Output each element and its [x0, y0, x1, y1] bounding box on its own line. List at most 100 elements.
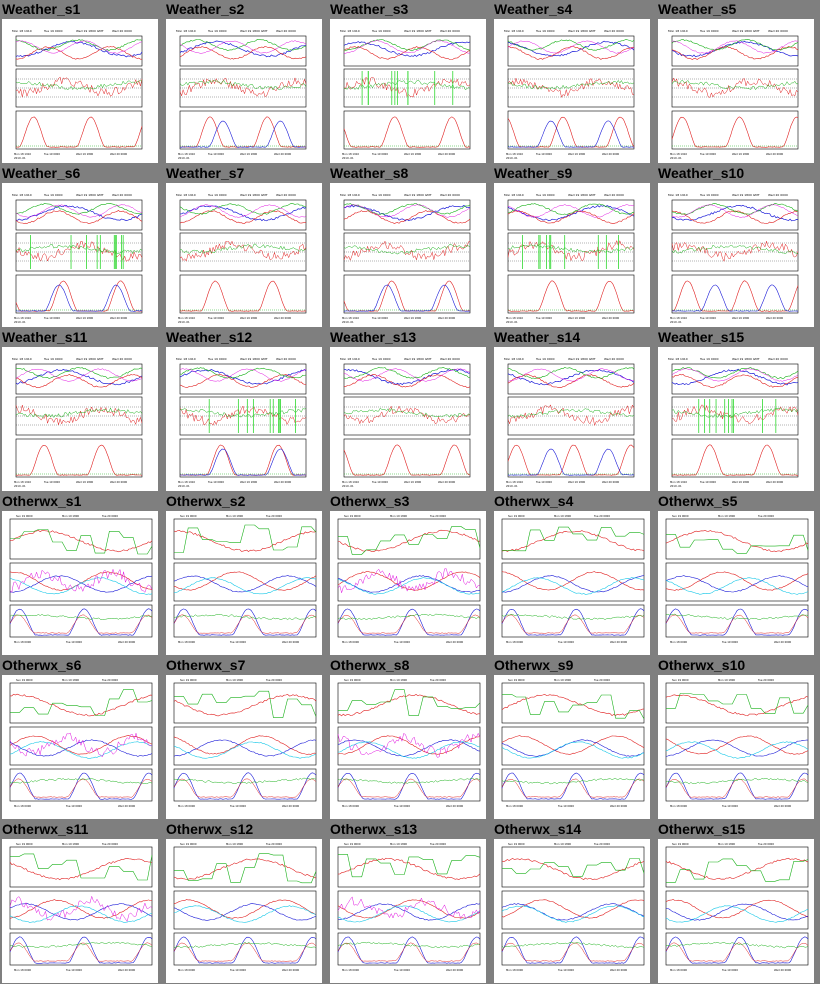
thumbnail-title[interactable]: Weather_s9: [494, 165, 573, 181]
panel-flux: [665, 768, 809, 802]
thumbnail-image[interactable]: Mon 18 1910 Tue 19 0000 Wed 19 1800 GMT Wed…: [494, 347, 650, 491]
thumbnail-image[interactable]: Sun 19 0000 Mon 19 1800 Tue 20 0000 Mon 18 …: [658, 839, 814, 983]
header-time-label: Tue 19 0000: [371, 29, 391, 33]
humidity-line: [507, 204, 635, 218]
thumbnail-title[interactable]: Otherwx_s6: [2, 657, 82, 673]
thumbnail-image[interactable]: Sun 19 0000 Mon 19 1800 Tue 20 0000 Mon 18 …: [330, 675, 486, 819]
air-temp-line: [337, 735, 481, 755]
thumbnail-image[interactable]: Sun 19 0000 Mon 19 1800 Tue 20 0000 Mon 18 …: [330, 511, 486, 655]
thumbnail-image[interactable]: Mon 18 1910 Tue 19 0000 Wed 19 1800 GMT Wed…: [494, 183, 650, 327]
thumbnail-title[interactable]: Otherwx_s15: [658, 821, 746, 837]
footer-time-label: Mon 18 0000: [178, 640, 195, 644]
thumbnail-image[interactable]: Sun 19 0000 Mon 19 1800 Tue 20 0000 Mon 18 …: [2, 511, 158, 655]
footer-time-label: Tue 19 0000: [722, 804, 738, 808]
surface-temp-line: [501, 905, 645, 923]
thumbnail-title[interactable]: Weather_s14: [494, 329, 581, 345]
thumbnail-title[interactable]: Otherwx_s3: [330, 493, 410, 509]
footer-time-label: Wed 19 1800: [76, 152, 94, 156]
thumbnail-image[interactable]: Sun 19 0000 Mon 19 1800 Tue 20 0000 Mon 18 …: [658, 675, 814, 819]
thumbnail-image[interactable]: Sun 19 0000 Mon 19 1800 Tue 20 0000 Mon 18 …: [494, 511, 650, 655]
thumbnail-title[interactable]: Weather_s13: [330, 329, 417, 345]
flux-secondary-line: [173, 614, 317, 634]
header-time-label: Mon 19 1800: [554, 678, 571, 682]
panel-radiation: [671, 110, 799, 150]
plot-thumbnail: Sun 19 0000 Mon 19 1800 Tue 20 0000 Mon 18 …: [337, 678, 481, 808]
thumbnail-image[interactable]: Sun 19 0000 Mon 19 1800 Tue 20 0000 Mon 18 …: [166, 511, 322, 655]
thumbnail-title[interactable]: Weather_s5: [658, 1, 737, 17]
thumbnail-title[interactable]: Weather_s12: [166, 329, 253, 345]
thumbnail-image[interactable]: Sun 19 0000 Mon 19 1800 Tue 20 0000 Mon 18 …: [2, 839, 158, 983]
thumbnail-image[interactable]: Sun 19 0000 Mon 19 1800 Tue 20 0000 Mon 18 …: [166, 839, 322, 983]
thumbnail-image[interactable]: Mon 18 1910 Tue 19 0000 Wed 19 1800 GMT Wed…: [658, 347, 814, 491]
thumbnail-title[interactable]: Otherwx_s4: [494, 493, 574, 509]
thumbnail-image[interactable]: Mon 18 1910 Tue 19 0000 Wed 19 1800 GMT Wed…: [494, 19, 650, 163]
thumbnail-title[interactable]: Weather_s2: [166, 1, 245, 17]
thumbnail-image[interactable]: Sun 19 0000 Mon 19 1800 Tue 20 0000 Mon 18 …: [494, 675, 650, 819]
thumbnail-title[interactable]: Weather_s4: [494, 1, 573, 17]
thumbnail-image[interactable]: Sun 19 0000 Mon 19 1800 Tue 20 0000 Mon 18 …: [494, 839, 650, 983]
thumbnail-title[interactable]: Weather_s8: [330, 165, 409, 181]
thumbnail-title[interactable]: Otherwx_s1: [2, 493, 82, 509]
thumbnail-title[interactable]: Weather_s1: [2, 1, 81, 17]
footer-time-label: Mon 18 0000: [506, 968, 523, 972]
flux-secondary-line: [665, 942, 809, 962]
thumbnail-image[interactable]: Mon 18 1910 Tue 19 0000 Wed 19 1800 GMT Wed…: [2, 347, 158, 491]
plot-thumbnail: Mon 18 1910 Tue 19 0000 Wed 19 1800 GMT Wed…: [504, 29, 635, 160]
thumbnail-image[interactable]: Sun 19 0000 Mon 19 1800 Tue 20 0000 Mon 18 …: [2, 675, 158, 819]
header-time-label: Sun 19 0000: [344, 842, 361, 846]
thumbnail-image[interactable]: Mon 18 1910 Tue 19 0000 Wed 19 1800 GMT Wed…: [330, 19, 486, 163]
thumbnail-image[interactable]: Mon 18 1910 Tue 19 0000 Wed 19 1800 GMT Wed…: [2, 19, 158, 163]
thumbnail-title[interactable]: Otherwx_s12: [166, 821, 254, 837]
thumbnail-image[interactable]: Mon 18 1910 Tue 19 0000 Wed 19 1800 GMT Wed…: [658, 19, 814, 163]
surface-temp-line: [173, 577, 317, 595]
thumbnail-title[interactable]: Otherwx_s7: [166, 657, 246, 673]
thumbnail-image[interactable]: Mon 18 1910 Tue 19 0000 Wed 19 1800 GMT Wed…: [658, 183, 814, 327]
thumbnail-image[interactable]: Mon 18 1910 Tue 19 0000 Wed 19 1800 GMT Wed…: [166, 183, 322, 327]
panel-radiation: [507, 274, 635, 314]
footer-time-label: Wed 20 0000: [610, 804, 628, 808]
footer-year-label: 2019 -01: [670, 320, 682, 324]
footer-year-label: 2019 -01: [670, 484, 682, 488]
thumbnail-cell: Otherwx_s8 Sun 19 0000 Mon 19 1800 Tue 20 0…: [328, 656, 488, 820]
header-time-label: Mon 19 1800: [718, 678, 735, 682]
wind-speed-line: [671, 407, 799, 418]
thumbnail-title[interactable]: Otherwx_s5: [658, 493, 738, 509]
thumbnail-title[interactable]: Otherwx_s11: [2, 821, 89, 837]
thumbnail-title[interactable]: Weather_s7: [166, 165, 245, 181]
panel-snow: [337, 518, 481, 560]
thumbnail-title[interactable]: Otherwx_s10: [658, 657, 746, 673]
thumbnail-title[interactable]: Weather_s10: [658, 165, 745, 181]
snow-accum-line: [338, 854, 481, 878]
thumbnail-image[interactable]: Mon 18 1910 Tue 19 0000 Wed 19 1800 GMT Wed…: [330, 183, 486, 327]
header-time-label: Wed 20 0000: [604, 193, 624, 197]
thumbnail-title[interactable]: Otherwx_s13: [330, 821, 418, 837]
wind-direction-line: [179, 240, 307, 262]
flux-line: [501, 936, 645, 964]
flux-tertiary-line: [501, 614, 645, 620]
header-time-label: Sun 19 0000: [180, 678, 197, 682]
thumbnail-title[interactable]: Otherwx_s8: [330, 657, 410, 673]
thumbnail-image[interactable]: Sun 19 0000 Mon 19 1800 Tue 20 0000 Mon 18 …: [330, 839, 486, 983]
thumbnail-image[interactable]: Sun 19 0000 Mon 19 1800 Tue 20 0000 Mon 18 …: [166, 675, 322, 819]
thumbnail-image[interactable]: Mon 18 1910 Tue 19 0000 Wed 19 1800 GMT Wed…: [166, 19, 322, 163]
thumbnail-title[interactable]: Weather_s11: [2, 329, 88, 345]
panel-radiation: [671, 438, 799, 478]
panel-temperature: [501, 726, 645, 766]
radiation-line: [507, 280, 635, 312]
thumbnail-title[interactable]: Otherwx_s14: [494, 821, 582, 837]
thumbnail-image[interactable]: Sun 19 0000 Mon 19 1800 Tue 20 0000 Mon 18 …: [658, 511, 814, 655]
panel-pressure-humidity: [15, 199, 143, 231]
temperature-line: [507, 373, 635, 389]
thumbnail-image[interactable]: Mon 18 1910 Tue 19 0000 Wed 19 1800 GMT Wed…: [330, 347, 486, 491]
snow-depth-line: [9, 530, 153, 553]
thumbnail-title[interactable]: Weather_s15: [658, 329, 745, 345]
flux-line: [9, 936, 153, 964]
dewpoint-line: [507, 366, 635, 379]
thumbnail-image[interactable]: Mon 18 1910 Tue 19 0000 Wed 19 1800 GMT Wed…: [2, 183, 158, 327]
thumbnail-title[interactable]: Weather_s3: [330, 1, 409, 17]
thumbnail-image[interactable]: Mon 18 1910 Tue 19 0000 Wed 19 1800 GMT Wed…: [166, 347, 322, 491]
thumbnail-title[interactable]: Otherwx_s2: [166, 493, 246, 509]
thumbnail-title[interactable]: Otherwx_s9: [494, 657, 574, 673]
flux-secondary-line: [665, 778, 809, 798]
thumbnail-title[interactable]: Weather_s6: [2, 165, 81, 181]
